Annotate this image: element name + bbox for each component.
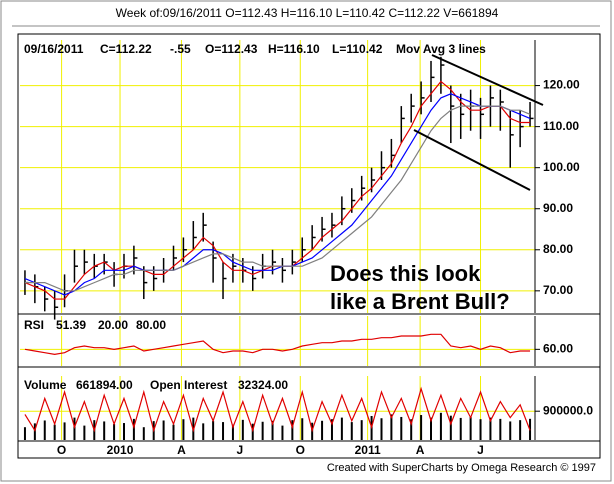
y-tick-label: 70.00 bbox=[543, 283, 573, 297]
readout: 09/16/2011 bbox=[24, 42, 84, 56]
plot-frame bbox=[17, 33, 601, 459]
readout: O=112.43 bbox=[205, 42, 258, 56]
x-tick-label: O bbox=[57, 443, 66, 457]
x-tick-label: J bbox=[477, 443, 484, 457]
readout: 51.39 bbox=[56, 318, 86, 332]
trend-line bbox=[431, 54, 544, 106]
readout: Volume bbox=[24, 378, 67, 392]
readout: Mov Avg 3 lines bbox=[396, 42, 486, 56]
x-tick-label: A bbox=[416, 443, 425, 457]
y-tick-label: 900000.0 bbox=[543, 403, 593, 417]
y-tick-label: 80.00 bbox=[543, 242, 573, 256]
x-tick-label: 2010 bbox=[107, 443, 134, 457]
y-tick-label: 90.00 bbox=[543, 201, 573, 215]
x-tick-label: J bbox=[237, 443, 244, 457]
x-tick-label: A bbox=[177, 443, 186, 457]
moving-average bbox=[24, 93, 531, 296]
header: Week of:09/16/2011 O=112.43 H=116.10 L=1… bbox=[116, 6, 499, 20]
footer: Created with SuperCharts by Omega Resear… bbox=[327, 462, 596, 474]
trend-line bbox=[413, 129, 531, 191]
readout: L=110.42 bbox=[332, 42, 383, 56]
readout: 661894.00 bbox=[76, 378, 133, 392]
readout: Open Interest bbox=[150, 378, 227, 392]
readout: RSI bbox=[24, 318, 44, 332]
readout: 20.00 bbox=[98, 318, 128, 332]
x-tick-label: 2011 bbox=[355, 443, 381, 457]
y-tick-label: 110.00 bbox=[543, 119, 579, 133]
readout: H=116.10 bbox=[268, 42, 320, 56]
line bbox=[24, 333, 531, 355]
y-tick-label: 60.00 bbox=[543, 342, 573, 356]
y-tick-label: 100.00 bbox=[543, 160, 580, 174]
moving-average bbox=[24, 105, 531, 292]
readout: 80.00 bbox=[136, 318, 166, 332]
readout: 32324.00 bbox=[238, 378, 288, 392]
y-tick-label: 120.00 bbox=[543, 78, 580, 92]
annotation: Does this look bbox=[330, 261, 481, 286]
x-tick-label: O bbox=[296, 443, 305, 457]
annotation: like a Brent Bull? bbox=[330, 289, 510, 314]
readout: -.55 bbox=[170, 42, 191, 56]
readout: C=112.22 bbox=[100, 42, 152, 56]
open-interest-line bbox=[24, 386, 531, 433]
